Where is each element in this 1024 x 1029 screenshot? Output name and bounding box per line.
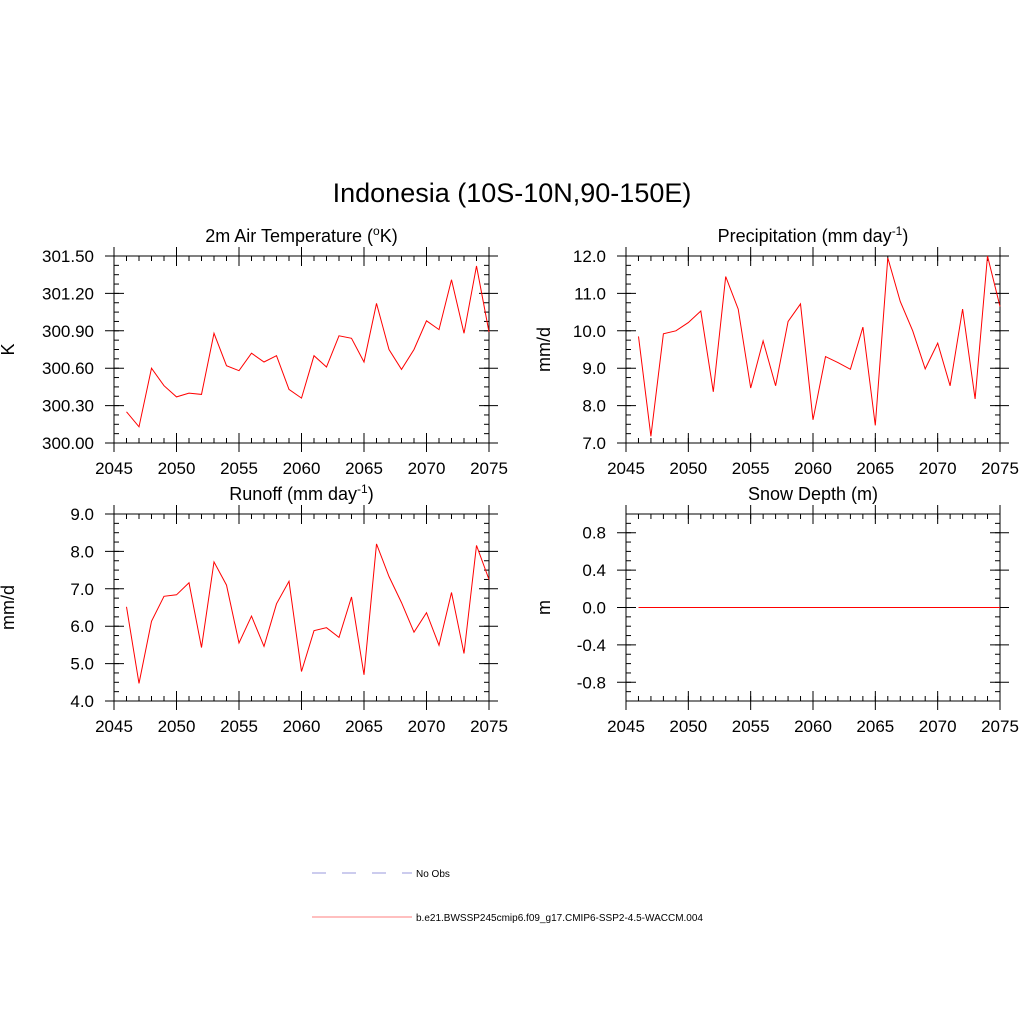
y-axis-label: m [534,600,554,615]
series-line [126,543,490,684]
panel-runoff: Runoff (mm day-1) mm/d 2045 2050 2055 2060 206… [0,482,508,736]
x-tick-label: 2055 [220,717,258,736]
panel-air-temperature: 2m Air Temperature (oK) K 2045 2050 2055 2060… [0,224,508,478]
x-tick-label: 2060 [794,459,832,478]
y-tick-label: 12.0 [573,247,606,266]
y-axis-label: K [0,343,18,355]
panel-title-text: 2m Air Temperature ( [205,226,373,246]
panel-title-text-end: ) [902,226,908,246]
x-tick-label: 2070 [919,459,957,478]
y-tick-label: 7.0 [582,434,606,453]
panel-title-text: Runoff (mm day [229,484,357,504]
panel-title-text-end: ) [368,484,374,504]
panel-title-superscript: o [373,224,380,238]
x-tick-label: 2050 [669,459,707,478]
x-tick-label: 2055 [732,717,770,736]
y-tick-label: 0.4 [582,561,606,580]
panel-title: Snow Depth (m) [748,484,878,504]
y-tick-label: 0.0 [582,599,606,618]
y-axis-label: mm/d [0,585,18,630]
x-tick-label: 2045 [95,717,133,736]
x-tick-label: 2060 [794,717,832,736]
y-tick-label: 7.0 [70,580,94,599]
panel-snow-depth: Snow Depth (m) m 2045 2050 2055 2060 2065 2070 2… [534,484,1019,736]
x-tick-label: 2075 [470,459,508,478]
x-tick-label: 2070 [408,459,446,478]
y-tick-label: 300.00 [42,434,94,453]
panel-title: Runoff (mm day-1) [229,482,373,504]
panel-precipitation: Precipitation (mm day-1) mm/d 2045 2050 2055… [534,224,1019,478]
x-tick-label: 2065 [856,717,894,736]
x-tick-label: 2045 [607,459,645,478]
x-tick-label: 2060 [283,717,321,736]
x-tick-label: 2075 [981,459,1019,478]
y-axis-label: mm/d [534,327,554,372]
panel-title-text-end: K) [380,226,398,246]
y-tick-label: 4.0 [70,692,94,711]
panel-title-superscript: -1 [892,224,903,238]
y-tick-label: 300.90 [42,322,94,341]
y-tick-label: 0.8 [582,524,606,543]
y-tick-label: 300.30 [42,397,94,416]
y-tick-label: 10.0 [573,322,606,341]
legend-model-label: b.e21.BWSSP245cmip6.f09_g17.CMIP6-SSP2-4… [416,913,703,924]
legend-obs-label: No Obs [416,869,450,880]
x-tick-label: 2045 [95,459,133,478]
x-tick-label: 2075 [470,717,508,736]
y-tick-label: 9.0 [582,359,606,378]
x-tick-label: 2045 [607,717,645,736]
panel-title-text: Precipitation (mm day [718,226,892,246]
figure-title: Indonesia (10S-10N,90-150E) [333,178,692,208]
series-line [638,255,1001,437]
y-tick-label: 8.0 [582,397,606,416]
y-tick-label: 6.0 [70,617,94,636]
x-tick-label: 2055 [732,459,770,478]
x-tick-label: 2050 [669,717,707,736]
y-tick-label: -0.4 [577,636,606,655]
y-tick-label: 8.0 [70,542,94,561]
x-tick-label: 2050 [158,459,196,478]
y-tick-label: 301.20 [42,284,94,303]
y-tick-label: 300.60 [42,359,94,378]
y-tick-label: 301.50 [42,247,94,266]
x-tick-label: 2075 [981,717,1019,736]
y-tick-label: 11.0 [574,284,606,303]
panel-title: 2m Air Temperature (oK) [205,224,397,246]
x-tick-label: 2070 [919,717,957,736]
x-tick-label: 2065 [345,459,383,478]
y-tick-label: 9.0 [70,505,94,524]
x-tick-label: 2065 [856,459,894,478]
panel-title: Precipitation (mm day-1) [718,224,909,246]
x-tick-label: 2055 [220,459,258,478]
x-tick-label: 2060 [283,459,321,478]
panel-title-superscript: -1 [357,482,368,496]
x-tick-label: 2065 [345,717,383,736]
panel-title-text: Snow Depth (m) [748,484,878,504]
y-tick-label: -0.8 [577,673,606,692]
x-tick-label: 2070 [408,717,446,736]
series-line [126,265,490,428]
y-tick-label: 5.0 [70,655,94,674]
x-tick-label: 2050 [158,717,196,736]
legend: No Obs b.e21.BWSSP245cmip6.f09_g17.CMIP6… [312,869,703,924]
